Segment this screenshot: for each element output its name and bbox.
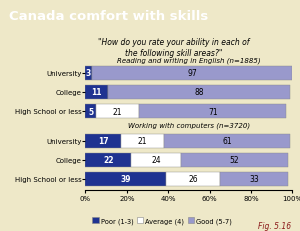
Bar: [220, 172, 288, 186]
Bar: [85, 85, 108, 100]
Text: 88: 88: [195, 88, 204, 97]
Bar: [96, 105, 139, 119]
Bar: [166, 172, 220, 186]
Text: "How do you rate your ability in each of
the following skill areas?": "How do you rate your ability in each of…: [98, 38, 250, 58]
Bar: [181, 153, 288, 167]
Text: 21: 21: [113, 107, 122, 116]
Text: Fig. 5.16: Fig. 5.16: [258, 221, 291, 230]
Text: 11: 11: [92, 88, 102, 97]
Text: 3: 3: [86, 69, 91, 78]
Text: 39: 39: [121, 175, 131, 184]
Text: 61: 61: [223, 137, 232, 146]
Text: 5: 5: [88, 107, 93, 116]
Text: 52: 52: [230, 155, 239, 164]
Text: 24: 24: [151, 155, 161, 164]
Bar: [131, 153, 181, 167]
Text: 21: 21: [138, 137, 147, 146]
Bar: [85, 134, 121, 148]
Text: 26: 26: [188, 175, 198, 184]
Legend: Poor (1-3), Average (4), Good (5-7): Poor (1-3), Average (4), Good (5-7): [89, 215, 235, 227]
Bar: [108, 85, 290, 100]
Text: 17: 17: [98, 137, 108, 146]
Bar: [85, 172, 166, 186]
Text: 33: 33: [249, 175, 259, 184]
Bar: [85, 153, 131, 167]
Text: 97: 97: [187, 69, 197, 78]
Text: 22: 22: [103, 155, 113, 164]
Bar: [164, 134, 290, 148]
Bar: [121, 134, 164, 148]
Text: Working with computers (n=3720): Working with computers (n=3720): [128, 122, 250, 128]
Bar: [92, 67, 292, 80]
Bar: [85, 67, 92, 80]
Text: 71: 71: [208, 107, 218, 116]
Text: Reading and writing in English (n=1885): Reading and writing in English (n=1885): [117, 58, 261, 64]
Bar: [85, 105, 96, 119]
Bar: [139, 105, 286, 119]
Text: Canada comfort with skills: Canada comfort with skills: [9, 10, 208, 23]
